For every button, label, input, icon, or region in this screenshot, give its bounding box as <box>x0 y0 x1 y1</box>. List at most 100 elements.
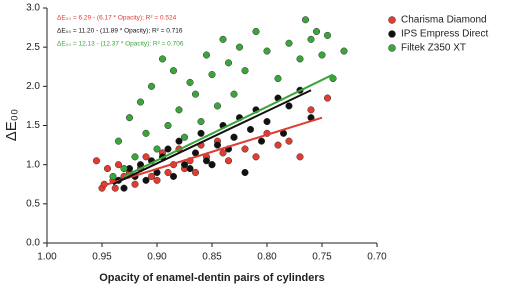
point <box>186 78 194 86</box>
x-tick-label: 0.80 <box>257 252 277 263</box>
point <box>169 67 178 75</box>
x-tick-label: 0.90 <box>147 252 167 263</box>
point <box>92 157 101 165</box>
point <box>208 71 216 79</box>
point <box>164 145 172 153</box>
point <box>142 176 150 184</box>
point <box>241 67 249 75</box>
point <box>323 31 332 39</box>
y-tick-label: 2.0 <box>26 81 40 92</box>
point <box>147 172 156 180</box>
point <box>312 27 321 36</box>
point <box>197 118 205 126</box>
point <box>274 141 282 149</box>
point <box>307 35 315 43</box>
annotation: ΔE₀₀ = 12.13 - (12.37 * Opacity); R² = 0… <box>57 41 184 48</box>
x-tick-label: 0.70 <box>367 252 387 263</box>
point <box>169 172 178 180</box>
y-tick-label: 3.0 <box>26 3 40 14</box>
point <box>142 153 150 161</box>
point <box>224 59 233 67</box>
point <box>263 118 271 126</box>
point <box>263 47 271 55</box>
x-tick-label: 0.95 <box>92 252 112 263</box>
point <box>109 172 117 180</box>
x-axis-label: Opacity of enamel-dentin pairs of cylind… <box>99 272 325 284</box>
point <box>340 47 348 55</box>
y-tick-label: 0.0 <box>26 238 40 249</box>
point <box>235 43 244 51</box>
point <box>100 180 108 188</box>
point <box>246 125 255 133</box>
y-tick-label: 0.5 <box>26 198 40 209</box>
legend-marker <box>388 44 396 52</box>
point <box>285 39 293 47</box>
point <box>158 55 167 63</box>
y-axis-label: ΔE₀₀ <box>3 109 20 141</box>
point <box>301 16 310 24</box>
point <box>125 114 134 122</box>
point <box>175 106 183 114</box>
point <box>274 74 282 83</box>
point <box>180 161 189 169</box>
fit-line <box>123 73 334 178</box>
point <box>230 133 238 141</box>
point <box>202 51 211 59</box>
y-tick-label: 1.5 <box>26 120 40 131</box>
y-tick-label: 2.5 <box>26 42 40 53</box>
legend-label: IPS Empress Direct <box>401 29 488 40</box>
y-tick-label: 1.0 <box>26 159 40 170</box>
fit-line <box>112 89 312 186</box>
point <box>147 82 156 90</box>
point <box>323 94 332 102</box>
point <box>318 51 326 59</box>
point <box>186 165 194 173</box>
point <box>164 168 172 177</box>
point <box>241 145 249 153</box>
point <box>191 168 200 177</box>
legend-label: Filtek Z350 XT <box>401 43 466 54</box>
point <box>142 129 150 137</box>
annotation: ΔE₀₀ = 6.29 - (6.17 * Opacity); R² = 0.5… <box>57 15 177 22</box>
point <box>285 102 293 110</box>
point <box>285 137 293 145</box>
annotation: ΔE₀₀ = 11.20 - (11.89 * Opacity); R² = 0… <box>57 28 183 35</box>
point <box>120 184 128 192</box>
x-tick-label: 1.00 <box>37 252 57 263</box>
point <box>191 90 200 98</box>
point <box>114 161 123 169</box>
point <box>153 176 161 184</box>
point <box>252 153 260 161</box>
point <box>180 133 189 141</box>
point <box>120 165 128 173</box>
point <box>296 55 304 63</box>
point <box>202 157 211 165</box>
point <box>164 121 172 130</box>
point <box>131 180 139 188</box>
point <box>175 137 183 145</box>
point <box>224 157 233 165</box>
point <box>131 153 139 161</box>
point <box>219 149 227 157</box>
point <box>213 102 222 110</box>
legend-marker <box>388 30 396 38</box>
point <box>307 106 315 114</box>
point <box>111 184 119 192</box>
point <box>257 137 266 145</box>
point <box>208 161 216 169</box>
point <box>219 35 227 43</box>
x-tick-label: 0.75 <box>312 252 332 263</box>
point <box>230 90 238 98</box>
point <box>241 168 249 177</box>
fit-line <box>107 116 323 186</box>
legend-marker <box>388 16 396 24</box>
point <box>136 98 145 106</box>
point <box>197 129 205 137</box>
point <box>114 137 123 145</box>
x-tick-label: 0.85 <box>202 252 222 263</box>
point <box>153 145 161 153</box>
legend-label: Charisma Diamond <box>401 15 487 26</box>
point <box>296 153 304 161</box>
point <box>252 27 260 36</box>
